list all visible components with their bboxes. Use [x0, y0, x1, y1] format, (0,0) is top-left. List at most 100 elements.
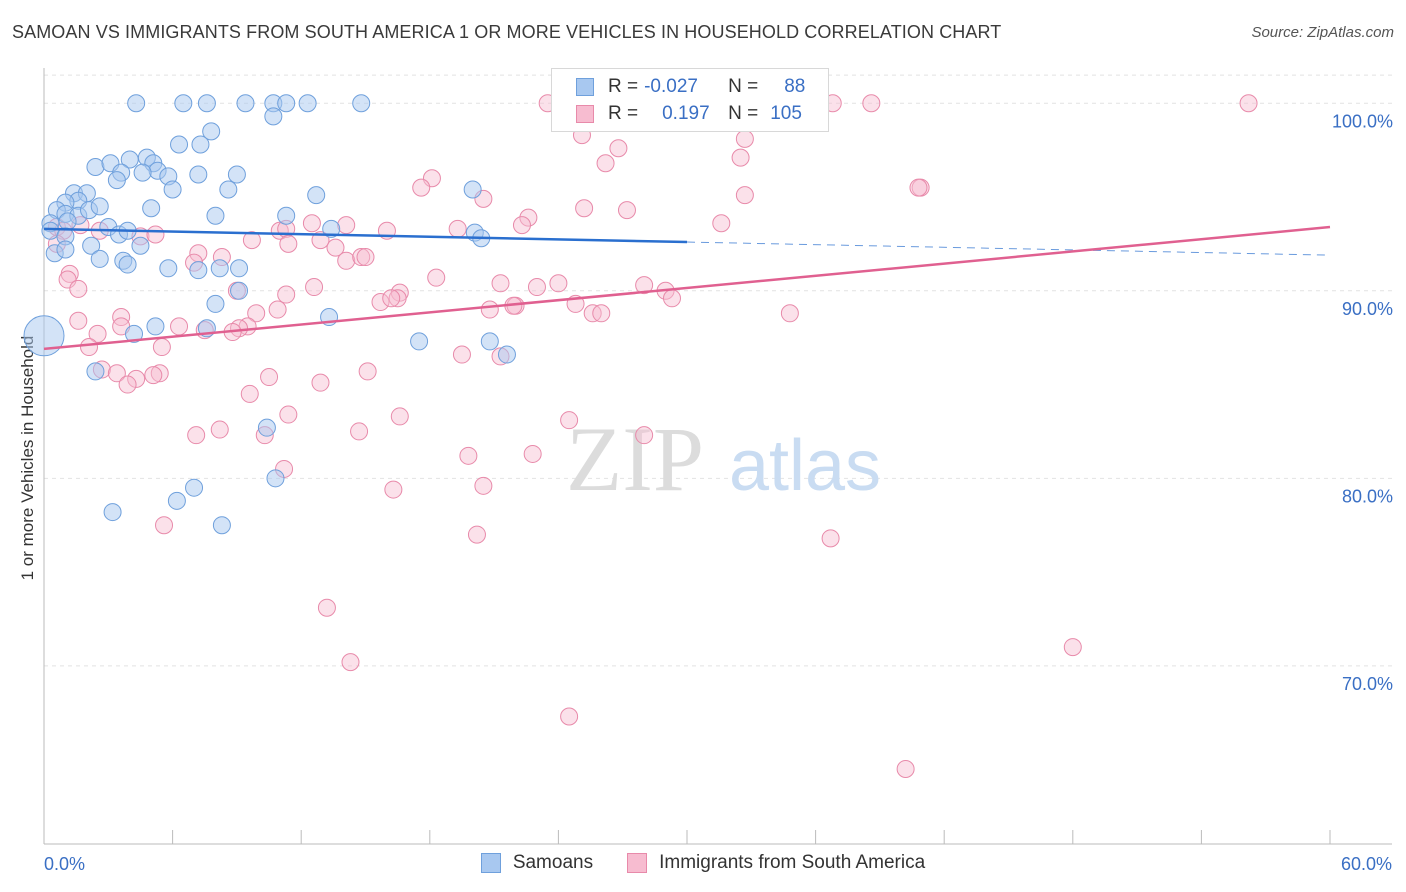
- immigrants-point: [896, 759, 915, 778]
- immigrants-point: [371, 293, 390, 312]
- immigrants-point: [427, 268, 446, 287]
- immigrants-point: [88, 324, 107, 343]
- samoans-trend-extension: [686, 241, 1331, 256]
- n-label: N =: [728, 76, 759, 97]
- immigrants-legend-swatch: [627, 853, 648, 873]
- y-tick-label: 100.0%: [1332, 111, 1393, 131]
- samoans-point: [189, 165, 208, 184]
- immigrants-point: [311, 373, 330, 392]
- immigrants-point: [388, 289, 407, 308]
- legend-item-samoans[interactable]: Samoans: [480, 852, 594, 874]
- immigrants-point: [635, 276, 654, 295]
- immigrants-point: [1239, 94, 1258, 113]
- immigrants-point: [112, 308, 131, 327]
- immigrants-point: [467, 525, 486, 544]
- immigrants-trend-line: [43, 225, 1331, 351]
- samoans-point: [86, 362, 105, 381]
- immigrants-point: [337, 216, 356, 235]
- watermark-zip: ZIP: [566, 408, 704, 510]
- immigrants-point: [311, 231, 330, 250]
- immigrants-point: [480, 300, 499, 319]
- chart-title: SAMOAN VS IMMIGRANTS FROM SOUTH AMERICA …: [12, 22, 1002, 42]
- immigrants-point: [260, 368, 279, 387]
- samoans-point: [410, 332, 429, 351]
- n-label: N =: [728, 103, 759, 124]
- samoans-point: [174, 94, 193, 113]
- immigrants-point: [735, 186, 754, 205]
- r-label: R =: [608, 76, 639, 97]
- gridlines: [44, 74, 1392, 667]
- immigrants-point: [712, 214, 731, 233]
- immigrants-point: [247, 304, 266, 323]
- immigrants-point: [144, 366, 163, 385]
- immigrants-point: [821, 529, 840, 548]
- stats-row-immigrants: R = 0.197 N = 105: [552, 100, 802, 128]
- samoans-point: [206, 206, 225, 225]
- immigrants-point: [780, 304, 799, 323]
- samoans-point: [103, 503, 122, 522]
- immigrants-point: [635, 426, 654, 445]
- immigrants-point: [390, 407, 409, 426]
- immigrants-point: [448, 219, 467, 238]
- immigrants-point: [302, 214, 321, 233]
- x-tick-label: 0.0%: [44, 854, 85, 874]
- samoans-point: [497, 345, 516, 364]
- samoans-point: [277, 94, 296, 113]
- samoans-trend-line: [43, 227, 688, 244]
- samoans-point: [23, 315, 65, 357]
- immigrants-point: [617, 201, 636, 220]
- immigrants-point: [560, 411, 579, 430]
- legend-label-samoans: Samoans: [512, 852, 594, 873]
- samoans-point: [227, 165, 246, 184]
- series-legend: Samoans Immigrants from South America: [0, 852, 1406, 874]
- immigrants-point: [592, 304, 611, 323]
- samoans-point: [212, 516, 231, 535]
- immigrants-point: [523, 444, 542, 463]
- watermark: ZIP atlas: [566, 408, 881, 510]
- immigrants-point: [491, 274, 510, 293]
- immigrants-point: [384, 480, 403, 499]
- immigrants-point: [350, 422, 369, 441]
- immigrants-point: [240, 384, 259, 403]
- samoans-point: [298, 94, 317, 113]
- samoans-point: [230, 259, 249, 278]
- immigrants-point: [519, 208, 538, 227]
- immigrants-point: [609, 139, 628, 158]
- samoans-point: [41, 221, 60, 240]
- samoans-point: [107, 171, 126, 190]
- samoans-point: [159, 259, 178, 278]
- immigrants-point: [242, 231, 261, 250]
- immigrants-swatch: [576, 105, 594, 123]
- samoans-point: [206, 294, 225, 313]
- samoans-point: [210, 259, 229, 278]
- immigrants-point: [341, 653, 360, 672]
- immigrants-point: [731, 148, 750, 167]
- immigrants-point: [337, 251, 356, 270]
- immigrants-point: [662, 289, 681, 308]
- samoans-point: [219, 180, 238, 199]
- r-value: -0.027: [644, 76, 698, 97]
- samoans-point: [56, 240, 75, 259]
- immigrants-point: [452, 345, 471, 364]
- x-tick-label: 60.0%: [1341, 854, 1392, 874]
- samoans-point: [90, 249, 109, 268]
- samoans-point: [82, 236, 101, 255]
- source-label: Source: ZipAtlas.com: [1251, 24, 1394, 41]
- immigrants-point: [412, 178, 431, 197]
- immigrants-point: [352, 248, 371, 267]
- y-tick-label: 70.0%: [1342, 674, 1393, 694]
- samoans-point: [167, 491, 186, 510]
- immigrants-point: [560, 707, 579, 726]
- samoans-point: [163, 180, 182, 199]
- samoans-point: [480, 332, 499, 351]
- immigrants-point: [575, 199, 594, 218]
- samoans-swatch: [576, 78, 594, 96]
- stats-row-samoans: R = -0.027 N = 88: [552, 73, 805, 101]
- legend-item-immigrants[interactable]: Immigrants from South America: [627, 852, 925, 874]
- immigrants-point: [326, 238, 345, 257]
- samoans-point: [127, 94, 146, 113]
- legend-label-immigrants: Immigrants from South America: [659, 852, 926, 873]
- samoans-point: [463, 180, 482, 199]
- samoans-point: [86, 158, 105, 177]
